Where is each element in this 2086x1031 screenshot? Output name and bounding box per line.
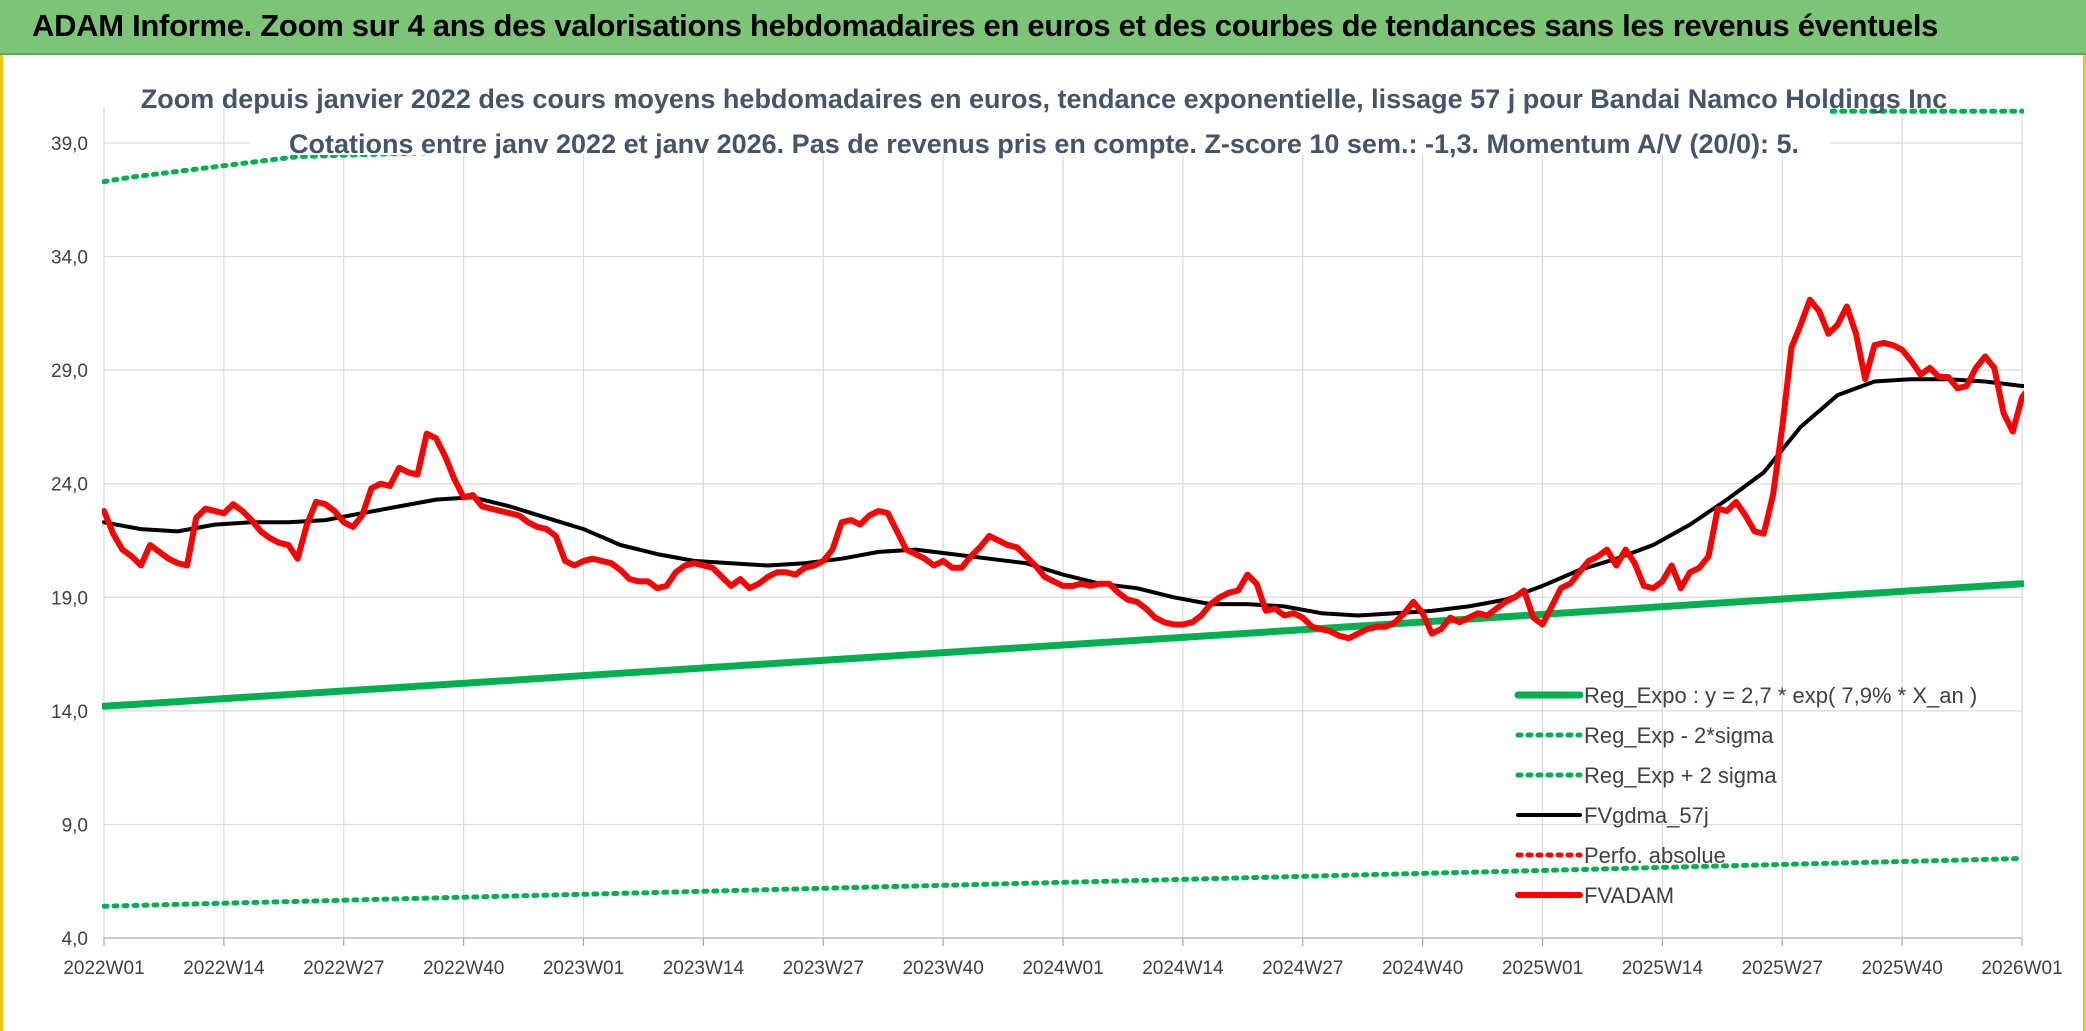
x-tick-label: 2022W27 — [303, 958, 384, 979]
y-tick-label: 14,0 — [51, 702, 88, 723]
x-tick-label: 2025W40 — [1861, 958, 1942, 979]
x-tick-label: 2023W40 — [902, 958, 983, 979]
legend-label-2: Reg_Exp + 2 sigma — [1584, 763, 1777, 788]
x-tick-label: 2024W40 — [1382, 958, 1463, 979]
legend-label-1: Reg_Exp - 2*sigma — [1584, 723, 1774, 748]
x-tick-label: 2025W01 — [1502, 958, 1583, 979]
series-group — [102, 95, 2024, 909]
series-line-5 — [102, 296, 2024, 642]
y-tick-label: 9,0 — [62, 815, 88, 836]
legend-label-3: FVgdma_57j — [1584, 803, 1709, 828]
y-tick-label: 34,0 — [51, 248, 88, 269]
y-tick-label: 39,0 — [51, 134, 88, 155]
y-axis: 39,0 34,0 29,0 24,0 19,0 14,0 9,0 4,0 — [51, 134, 88, 950]
gridlines — [103, 108, 2023, 939]
x-tick-label: 2024W14 — [1142, 958, 1224, 979]
y-tick-label: 29,0 — [51, 361, 88, 382]
title-backdrop — [250, 95, 1830, 155]
x-axis: 2022W01 2022W14 2022W27 2022W40 2023W01 2023W… — [63, 937, 2063, 979]
x-tick-label: 2023W27 — [783, 958, 864, 979]
legend: Reg_Expo : y = 2,7 * exp( 7,9% * X_an ) R… — [1514, 683, 1977, 908]
chart-subtitle: Cotations entre janv 2022 et janv 2026. … — [289, 129, 1799, 159]
page-title: ADAM Informe. Zoom sur 4 ans des valoris… — [32, 8, 1939, 43]
series-line-0 — [102, 580, 2024, 710]
x-tick-label: 2024W01 — [1022, 958, 1103, 979]
legend-label-0: Reg_Expo : y = 2,7 * exp( 7,9% * X_an ) — [1584, 683, 1977, 708]
series-line-1 — [102, 856, 2024, 909]
chart-title: Zoom depuis janvier 2022 des cours moyen… — [141, 84, 1948, 114]
x-tick-label: 2022W01 — [63, 958, 144, 979]
y-tick-label: 19,0 — [51, 588, 88, 609]
x-tick-label: 2026W01 — [1981, 958, 2062, 979]
y-tick-label: 24,0 — [51, 475, 88, 496]
x-tick-label: 2025W27 — [1742, 958, 1823, 979]
series-line-3 — [102, 377, 2024, 618]
legend-label-5: FVADAM — [1584, 883, 1674, 908]
header-banner: ADAM Informe. Zoom sur 4 ans des valoris… — [0, 0, 2086, 55]
x-tick-label: 2023W14 — [663, 958, 745, 979]
chart-frame — [0, 55, 2086, 1031]
x-tick-label: 2024W27 — [1262, 958, 1343, 979]
x-tick-label: 2025W14 — [1622, 958, 1704, 979]
x-tick-label: 2022W14 — [183, 958, 265, 979]
y-tick-label: 4,0 — [62, 929, 88, 950]
x-tick-label: 2023W01 — [543, 958, 624, 979]
x-tick-label: 2022W40 — [423, 958, 504, 979]
legend-label-4: Perfo. absolue — [1584, 843, 1726, 868]
